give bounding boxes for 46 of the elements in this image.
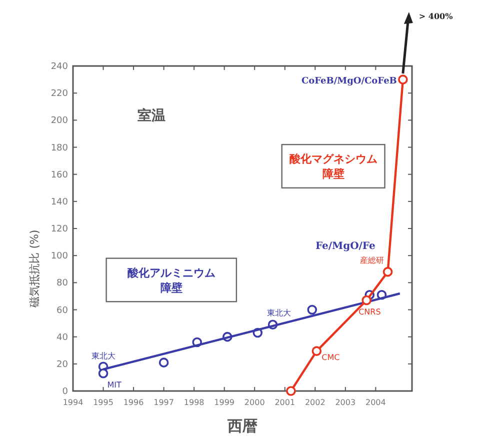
point <box>382 266 393 277</box>
x-axis-title: 西暦 <box>226 417 258 435</box>
point <box>158 358 169 368</box>
x-tick-label: 1994 <box>62 398 84 407</box>
y-axis-title: 磁気抵抗比 (%) <box>28 230 41 308</box>
annotation: 産総研 <box>360 256 384 265</box>
annotation: Fe/MgO/Fe <box>315 240 376 252</box>
annotation: CMC <box>322 353 340 362</box>
annotation: CoFeB/MgO/CoFeB <box>301 76 398 87</box>
x-tick-label: 2002 <box>304 398 326 407</box>
x-tick-label: 2004 <box>366 398 386 407</box>
y-tick-label: 100 <box>50 252 68 262</box>
point <box>98 368 108 378</box>
x-tick-label: 2003 <box>335 398 356 407</box>
x-tick-label: 2001 <box>274 398 296 407</box>
point <box>286 386 296 396</box>
y-tick-label: 60 <box>56 306 68 316</box>
point <box>362 295 372 306</box>
x-tick-label: 1997 <box>154 398 174 407</box>
y-tick-label: 180 <box>50 143 68 154</box>
text: > 400% <box>418 11 454 21</box>
y-tick-label: 20 <box>56 360 68 370</box>
point <box>398 74 408 84</box>
text: 酸化アルミニウム障壁 <box>127 266 216 294</box>
y-tick-label: 120 <box>50 224 68 234</box>
annotation: 東北大 <box>91 352 116 361</box>
x-tick-label: 1996 <box>123 398 144 407</box>
y-tick-label: 40 <box>56 332 68 343</box>
x-tick-label: 1999 <box>214 398 235 407</box>
annotation: 室温 <box>138 107 166 124</box>
annotation: CNRS <box>358 307 381 316</box>
y-tick-label: 240 <box>50 62 68 72</box>
y-tick-label: 0 <box>62 387 68 397</box>
series-label: 酸化マグネシウム障壁 <box>289 152 378 181</box>
y-tick-label: 140 <box>50 197 68 208</box>
y-tick-label: 160 <box>50 170 68 180</box>
x-tick-label: 2000 <box>244 398 265 407</box>
annotation: 東北大 <box>266 308 291 318</box>
y-tick-label: 80 <box>56 278 68 289</box>
y-tick-label: 200 <box>50 116 68 126</box>
y-tick-label: 220 <box>50 89 68 100</box>
annotation: MIT <box>107 380 122 390</box>
point <box>307 304 318 315</box>
x-tick-label: 1998 <box>184 398 204 407</box>
x-tick-label: 1995 <box>93 398 114 407</box>
point <box>312 346 322 356</box>
